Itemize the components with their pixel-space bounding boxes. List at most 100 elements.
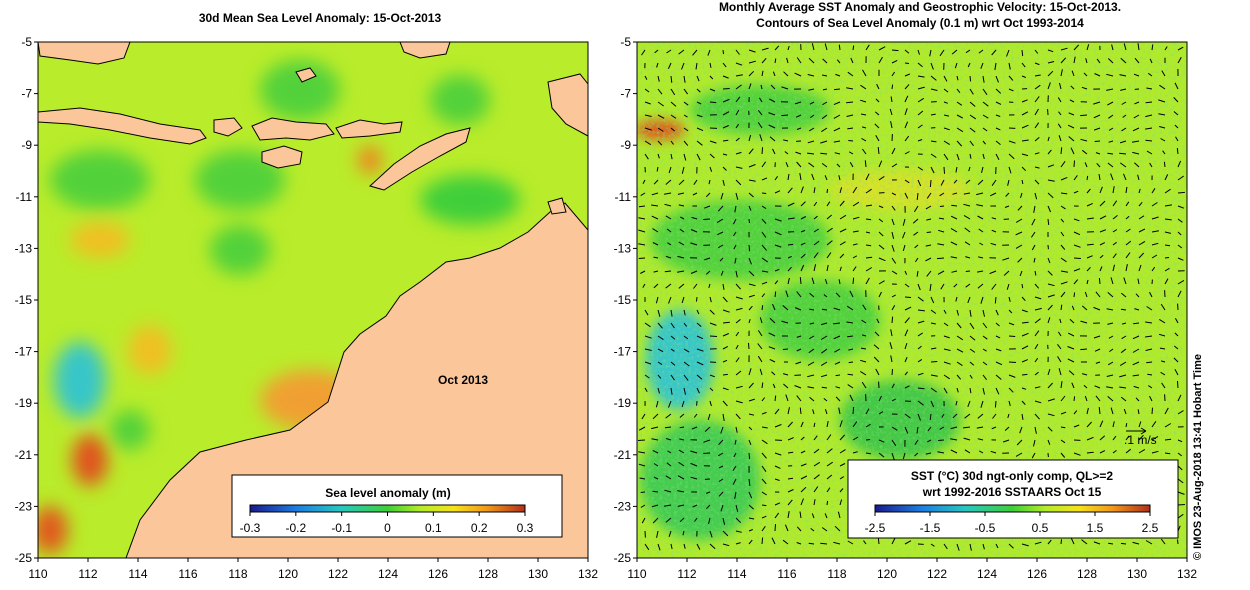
velocity-arrow xyxy=(1149,395,1153,402)
velocity-arrow xyxy=(943,543,948,550)
velocity-arrow xyxy=(690,229,698,233)
right-lat-tick-label: -17 xyxy=(614,345,632,359)
velocity-arrow xyxy=(722,296,728,303)
velocity-arrow xyxy=(644,543,650,551)
velocity-arrow xyxy=(1060,218,1065,223)
velocity-arrow xyxy=(995,387,1000,395)
velocity-arrow xyxy=(809,396,815,402)
velocity-arrow xyxy=(1161,70,1166,77)
velocity-arrow xyxy=(891,147,896,155)
velocity-arrow xyxy=(1173,357,1179,363)
velocity-arrow xyxy=(847,127,854,130)
velocity-arrow xyxy=(833,101,841,106)
velocity-arrow xyxy=(1148,72,1153,77)
velocity-arrow xyxy=(917,309,925,312)
right-colorbar: SST (°C) 30d ngt-only comp, QL>=2 wrt 19… xyxy=(847,459,1179,539)
velocity-arrow xyxy=(1145,321,1153,324)
velocity-arrow xyxy=(878,231,884,237)
velocity-arrow xyxy=(734,491,737,499)
velocity-arrow xyxy=(668,166,672,174)
velocity-arrow xyxy=(716,218,724,224)
velocity-arrow xyxy=(943,127,950,131)
velocity-arrow xyxy=(989,192,997,197)
velocity-arrow xyxy=(718,439,724,445)
right-lat-tick-label: -7 xyxy=(620,87,631,101)
velocity-arrow xyxy=(1160,360,1166,363)
velocity-arrow xyxy=(796,291,802,298)
velocity-arrow xyxy=(926,270,932,277)
velocity-arrow xyxy=(704,205,711,209)
velocity-arrow xyxy=(929,413,932,420)
velocity-arrow xyxy=(1149,162,1153,168)
velocity-arrow xyxy=(839,228,847,233)
velocity-arrow xyxy=(774,280,779,285)
velocity-arrow xyxy=(969,322,975,330)
velocity-arrow xyxy=(1106,386,1114,389)
velocity-arrow xyxy=(761,177,768,181)
velocity-arrow xyxy=(848,361,854,364)
velocity-arrow xyxy=(1070,537,1075,545)
velocity-arrow xyxy=(969,348,976,353)
velocity-arrow xyxy=(709,296,712,303)
velocity-arrow xyxy=(759,134,763,142)
velocity-arrow xyxy=(878,439,885,443)
velocity-arrow xyxy=(1098,407,1101,415)
velocity-arrow xyxy=(956,374,962,380)
left-lon-tick-label: 112 xyxy=(78,567,97,581)
velocity-arrow xyxy=(640,192,646,197)
velocity-arrow xyxy=(1070,85,1075,90)
velocity-arrow xyxy=(772,383,776,389)
velocity-arrow xyxy=(826,500,829,506)
left-lat-tick-label: -19 xyxy=(15,396,33,410)
velocity-arrow xyxy=(963,192,971,195)
right-lon-tick-label: 114 xyxy=(727,567,746,581)
velocity-arrow xyxy=(833,541,841,545)
velocity-arrow xyxy=(849,394,854,402)
velocity-arrow xyxy=(666,462,672,467)
velocity-arrow xyxy=(1008,88,1014,92)
velocity-arrow xyxy=(821,127,828,133)
velocity-arrow xyxy=(1098,278,1101,285)
velocity-arrow xyxy=(1164,438,1172,441)
velocity-arrow xyxy=(917,296,924,302)
velocity-arrow xyxy=(683,140,689,146)
velocity-arrow xyxy=(670,75,673,83)
velocity-arrow xyxy=(696,114,703,118)
velocity-arrow xyxy=(1176,148,1179,155)
velocity-arrow xyxy=(904,95,909,103)
velocity-arrow xyxy=(796,57,802,64)
velocity-arrow xyxy=(1174,332,1179,337)
velocity-arrow xyxy=(891,439,897,446)
velocity-arrow xyxy=(1005,192,1010,197)
velocity-arrow xyxy=(852,436,859,441)
velocity-arrow xyxy=(917,358,923,363)
velocity-arrow xyxy=(995,88,1002,94)
velocity-arrow xyxy=(748,294,755,298)
velocity-arrow xyxy=(1086,175,1089,181)
velocity-arrow xyxy=(865,44,870,51)
velocity-arrow xyxy=(917,387,925,390)
right-lon-tick-label: 116 xyxy=(777,567,796,581)
velocity-arrow xyxy=(1120,57,1127,64)
velocity-arrow xyxy=(1120,396,1127,402)
velocity-arrow xyxy=(1073,231,1081,236)
velocity-arrow xyxy=(838,407,841,415)
velocity-arrow xyxy=(1125,215,1130,220)
velocity-arrow xyxy=(771,371,776,376)
velocity-arrow xyxy=(748,49,756,53)
velocity-arrow xyxy=(769,136,776,142)
velocity-arrow xyxy=(1034,62,1040,66)
velocity-arrow xyxy=(1106,73,1114,77)
velocity-arrow xyxy=(1060,281,1068,285)
velocity-arrow xyxy=(1060,205,1066,210)
velocity-arrow xyxy=(1047,317,1051,324)
velocity-arrow xyxy=(813,448,820,454)
velocity-arrow xyxy=(821,74,828,77)
velocity-arrow xyxy=(1125,252,1131,259)
velocity-arrow xyxy=(890,96,893,103)
velocity-arrow xyxy=(835,396,841,402)
velocity-arrow xyxy=(807,140,815,144)
velocity-arrow xyxy=(917,345,922,350)
velocity-arrow xyxy=(878,257,886,262)
velocity-arrow xyxy=(1073,44,1080,51)
